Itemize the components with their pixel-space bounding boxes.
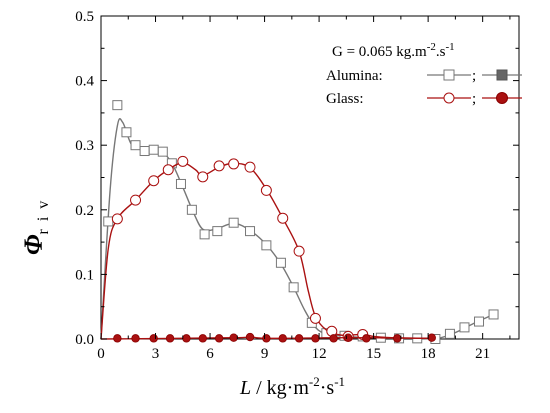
series-2 (100, 332, 436, 343)
data-point (329, 334, 338, 343)
y-tick-label: 0.4 (75, 74, 94, 90)
legend-glass-marker-filled (496, 92, 508, 104)
data-point (244, 161, 256, 173)
y-tick-label: 0.2 (75, 203, 94, 219)
x-tick-label: 9 (261, 346, 269, 362)
data-point (228, 217, 239, 228)
data-point (177, 155, 189, 167)
x-axis-title: L / kg·m-2·s-1 (239, 374, 345, 399)
y-tick-label: 0.3 (75, 138, 94, 154)
data-point (139, 146, 150, 157)
plot-frame (100, 15, 520, 340)
data-point (229, 333, 238, 342)
data-point (130, 194, 142, 206)
data-point (103, 216, 114, 227)
data-point (288, 282, 299, 293)
data-point (459, 322, 470, 333)
legend-glass-separator: ; (472, 91, 476, 107)
data-point (294, 334, 304, 343)
data-point (427, 333, 436, 342)
data-point (213, 160, 225, 172)
data-point (175, 178, 186, 189)
x-tick-label: 21 (475, 346, 490, 362)
legend-alumina-marker-open (443, 69, 455, 81)
data-point (278, 334, 287, 343)
data-point (113, 334, 122, 343)
y-axis-title: Φr i v (19, 199, 52, 255)
x-tick-label: 15 (366, 346, 381, 362)
data-point (197, 171, 209, 183)
data-point (214, 334, 224, 343)
data-point (148, 144, 159, 155)
legend-glass-marker-open (443, 92, 455, 104)
data-point (393, 334, 402, 343)
data-point (488, 309, 499, 320)
data-point (311, 334, 320, 343)
data-point (111, 213, 123, 225)
data-point (149, 334, 158, 343)
data-point (245, 226, 256, 237)
series-1 (100, 155, 429, 342)
data-point (162, 164, 174, 176)
x-tick-label: 12 (312, 346, 327, 362)
data-point (186, 204, 197, 215)
data-point (199, 229, 210, 240)
x-tick-label: 18 (421, 346, 436, 362)
data-point (157, 146, 168, 157)
data-point (343, 333, 353, 342)
legend-glass-label: Glass: (326, 91, 364, 107)
data-point (212, 226, 223, 237)
data-point (112, 100, 123, 111)
annotation: G = 0.065 kg.m-2.s-1 (332, 41, 455, 60)
data-point (261, 240, 272, 251)
ticks-layer: 0 3 6 9 12 15 18 21 0.0 0.1 0.2 0.3 0.4 0.5 (75, 9, 519, 362)
legend-alumina-label: Alumina: (326, 68, 383, 84)
data-point (228, 158, 240, 170)
data-point (275, 257, 286, 268)
x-tick-label: 0 (97, 346, 105, 362)
data-point (262, 334, 271, 343)
x-tick-label: 6 (206, 346, 214, 362)
data-point (148, 175, 160, 187)
legend-alumina-marker-filled (496, 69, 508, 81)
y-tick-label: 0.5 (75, 9, 94, 25)
data-point (309, 312, 321, 324)
data-point (165, 334, 175, 343)
y-tick-label: 0.0 (75, 332, 94, 348)
data-point (444, 328, 455, 339)
legend-alumina-separator: ; (472, 68, 476, 84)
x-tick-label: 3 (152, 346, 160, 362)
data-point (293, 245, 305, 257)
data-point (245, 332, 255, 342)
data-point (474, 316, 485, 327)
data-point (277, 212, 289, 224)
data-point (362, 334, 371, 343)
series-layer (100, 100, 499, 344)
data-point (131, 334, 140, 343)
data-point (198, 334, 207, 343)
y-tick-label: 0.1 (75, 267, 94, 283)
data-point (260, 184, 272, 196)
data-point (130, 140, 141, 151)
data-point (182, 334, 191, 343)
data-point (121, 127, 132, 138)
